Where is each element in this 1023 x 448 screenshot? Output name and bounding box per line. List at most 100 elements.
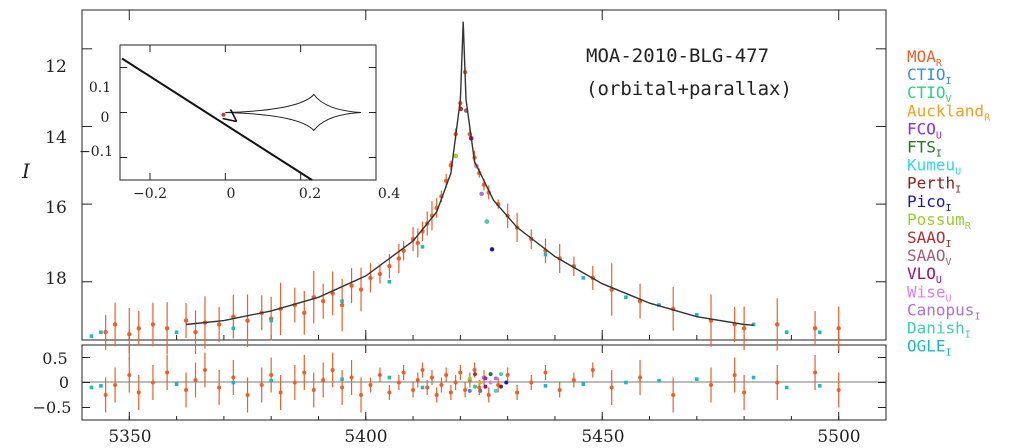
moa-resid-point [420,368,425,372]
moa-point [415,240,420,246]
ogle-resid-point [695,377,699,381]
legend-entry: DanishI [907,319,971,341]
moa-point [112,322,118,327]
peak-resid-point [478,388,483,393]
moa-point [368,275,373,281]
inset-xtick-label-0.2: 0.2 [299,186,321,202]
moa-point [193,330,198,335]
moa-resid-point [505,373,510,377]
peak-resid-point [483,376,488,381]
ogle-resid-point [340,377,344,381]
moa-resid-point [458,370,463,375]
legend-entry: CTIOI [907,65,952,87]
peak-resid-point [473,372,478,377]
inset-xtick-label-0.4: 0.4 [378,186,400,202]
peak-resid-point [467,376,472,381]
inset-frame [119,44,377,181]
moa-resid-point [231,375,236,380]
chart-subtitle: (orbital+parallax) [586,78,792,100]
peak-resid-point [488,380,493,385]
moa-resid-point [609,385,614,390]
ytick-label-12: 12 [45,57,67,77]
legend-entry: FCOU [907,119,942,141]
legend-entry: AucklandR [907,101,991,123]
inset-ytick-label-0.1: 0.1 [89,80,111,96]
moa-resid-point [543,370,548,375]
moa-point [377,271,383,277]
moa-point [216,322,222,327]
main-plot-frame [81,9,887,341]
moa-resid-point [217,385,222,390]
moa-resid-point [377,373,382,377]
ogle-point [99,330,103,335]
moa-resid-point [292,380,297,385]
ogle-point [340,299,344,303]
legend-entry-subscript: I [955,185,961,196]
peak-point [484,219,490,224]
moa-point [349,283,354,288]
ogle-point [817,330,822,335]
ytick-label-18: 18 [45,269,67,289]
peak-point [453,153,458,159]
moa-resid-point [202,368,207,372]
legend-entry-subscript: U [946,293,952,304]
legend-entry: CanopusI [907,300,980,322]
moa-resid-point [401,370,406,375]
moa-resid-point [184,388,189,392]
legend-entry-subscript: U [955,167,961,178]
legend-entry-subscript: I [946,76,952,87]
ogle-point [89,334,94,338]
peak-resid-point [467,388,472,393]
moa-resid-point [429,375,434,380]
ogle-resid-point [420,385,425,390]
rtick-label-0: 0 [59,373,69,392]
legend-entry: FTSI [907,138,942,160]
ogle-resid-point [581,382,586,386]
peak-resid-point [499,372,504,377]
chart-title: MOA-2010-BLG-477 [586,45,769,67]
moa-resid-point [415,378,420,382]
xtick-label-5400: 5400 [344,427,387,447]
xtick-label-5500: 5500 [817,427,860,447]
legend-entry-subscript: I [946,203,952,214]
moa-resid-point [113,383,118,387]
caustic-inset: 0.1 0 −0.1 −0.2 0 0.2 0.4 [79,44,400,202]
moa-point [775,322,780,327]
moa-point [245,318,250,323]
peak-resid-point [493,376,498,381]
ogle-point [695,312,699,317]
legend-entry: OGLEI [907,337,952,359]
peak-resid-point [478,380,483,385]
rtick-label-minus-0.5: −0.5 [33,398,72,417]
moa-resid-point [340,385,345,390]
ogle-point [269,318,273,323]
ytick-label-14: 14 [45,128,67,148]
moa-resid-point [330,368,335,372]
moa-resid-point [557,388,562,392]
moa-resid-point [439,383,444,387]
moa-resid-point [463,388,468,392]
source-trajectory [121,57,313,181]
moa-resid-point [732,373,737,377]
ogle-point [231,326,236,331]
ogle-point [387,279,392,284]
inset-xtick-label-0: 0 [227,186,236,202]
moa-point [812,326,818,331]
ogle-resid-point [89,385,94,390]
moa-resid-point [359,393,364,397]
moa-resid-point [444,373,449,377]
ogle-resid-point [543,384,548,388]
moa-point [836,326,841,331]
moa-resid-point [259,383,264,387]
moa-point [387,264,392,269]
moa-resid-point [813,370,818,375]
ytick-label-16: 16 [45,198,67,218]
caustic-curve [225,93,361,132]
legend-entry-subscript: R [984,112,991,123]
legend-entry: KumeuU [907,156,961,178]
legend-entry: PerthI [907,174,961,196]
moa-resid-point [165,370,170,375]
legend-entry: VLOU [907,264,942,286]
ogle-point [751,322,756,327]
moa-point [321,298,326,304]
